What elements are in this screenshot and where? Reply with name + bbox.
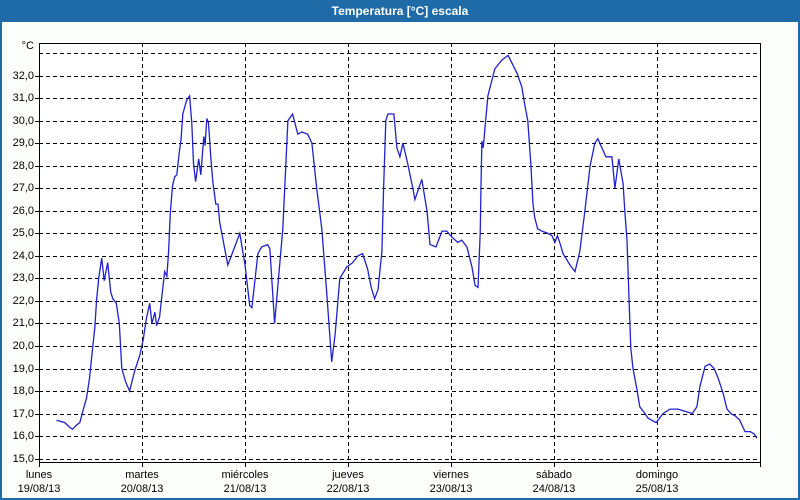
x-date-label: 25/08/13: [635, 483, 679, 495]
x-date-label: 24/08/13: [532, 483, 576, 495]
y-tick-label: 27,0: [12, 182, 34, 195]
y-tick-label: 22,0: [12, 294, 34, 307]
x-day-label: jueves: [332, 469, 364, 481]
y-tick-label: 15,0: [12, 452, 34, 465]
y-tick-label: 31,0: [12, 92, 34, 105]
y-tick-label: 24,0: [12, 249, 34, 262]
y-tick-label: 16,0: [12, 430, 34, 443]
y-tick-label: 19,0: [12, 362, 34, 375]
x-day-label: viernes: [433, 469, 469, 481]
plot-border: [39, 43, 761, 463]
x-day-label: domingo: [635, 469, 679, 481]
y-tick-label: 23,0: [12, 272, 34, 285]
window-title: Temperatura [°C] escala: [0, 0, 800, 22]
x-date-label: 19/08/13: [17, 483, 61, 495]
x-day-label: martes: [125, 469, 159, 481]
y-tick-label: 20,0: [12, 339, 34, 352]
y-tick-label: 28,0: [12, 159, 34, 172]
plot-background: [39, 43, 760, 462]
y-tick-label: 18,0: [12, 385, 34, 398]
y-tick-label: 32,0: [12, 69, 34, 82]
y-tick-label: 25,0: [12, 227, 34, 240]
x-day-label: sábado: [535, 469, 573, 481]
y-tick-label: 26,0: [12, 204, 34, 217]
y-tick-label: 17,0: [12, 407, 34, 420]
x-date-label: 21/08/13: [223, 483, 267, 495]
x-date-label: 22/08/13: [326, 483, 370, 495]
y-axis-unit: °C: [21, 40, 34, 52]
x-date-label: 23/08/13: [429, 483, 473, 495]
temperature-series-line: [56, 54, 758, 439]
x-day-label: lunes: [25, 469, 53, 481]
x-day-label: miércoles: [221, 469, 269, 481]
y-tick-label: 29,0: [12, 137, 34, 150]
y-tick-label: 30,0: [12, 114, 34, 127]
y-tick-label: 21,0: [12, 317, 34, 330]
x-date-label: 20/08/13: [120, 483, 164, 495]
